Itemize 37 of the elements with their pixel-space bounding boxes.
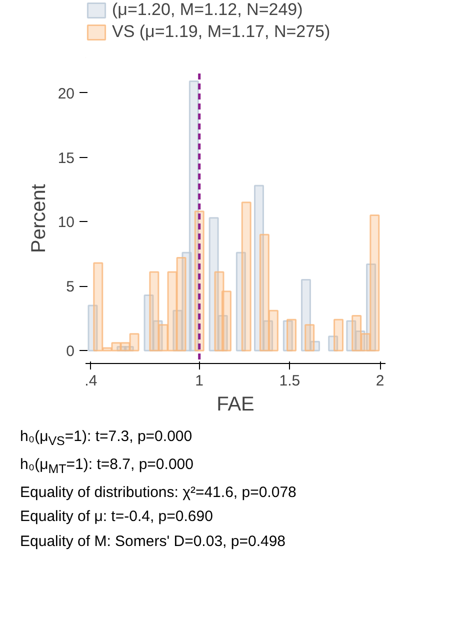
bar (352, 315, 362, 352)
x-tick-label: 1 (195, 372, 204, 390)
bar (93, 262, 104, 352)
text: Equality of distributions: χ²=41.6, p=0.078 (20, 482, 296, 503)
bar (176, 257, 186, 352)
bar (149, 271, 160, 352)
bar (158, 324, 168, 352)
bar (370, 214, 380, 352)
bar (167, 271, 178, 352)
bar (259, 234, 270, 352)
text: Equality of M: Somers' D=0.03, p=0.498 (20, 532, 287, 552)
bar (241, 202, 252, 352)
bar (111, 342, 122, 352)
text: h₀(μ$_{VS}$=1): t=7.3, p=0.000 (20, 427, 194, 450)
bar (129, 333, 140, 352)
x-tick-label: .4 (84, 372, 98, 390)
bar (102, 347, 112, 352)
legend-label: VS (μ=1.19, M=1.17, N=275) (112, 22, 330, 42)
bar (286, 318, 297, 352)
text: h₀(μ$_{MT}$=1): t=8.7, p=0.000 (20, 454, 194, 478)
y-tick-label: 15 (58, 150, 75, 167)
legend-label: (μ=1.20, M=1.12, N=249) (112, 0, 303, 20)
x-axis-title: FAE (216, 394, 254, 416)
x-tick-label: 2 (376, 372, 384, 390)
y-tick-label: 0 (66, 343, 74, 360)
y-tick-label: 5 (66, 278, 74, 296)
y-tick-label: 20 (58, 85, 75, 102)
bar (268, 310, 278, 352)
bar (334, 318, 344, 352)
bar (120, 342, 130, 352)
y-axis-title: Percent (28, 184, 50, 253)
x-tick-label: 1.5 (279, 372, 300, 390)
bar (304, 324, 315, 352)
bar (360, 333, 371, 352)
bar (221, 290, 232, 352)
y-tick-label: 10 (58, 214, 75, 232)
text: Equality of μ: t=-0.4, p=0.690 (20, 507, 214, 528)
